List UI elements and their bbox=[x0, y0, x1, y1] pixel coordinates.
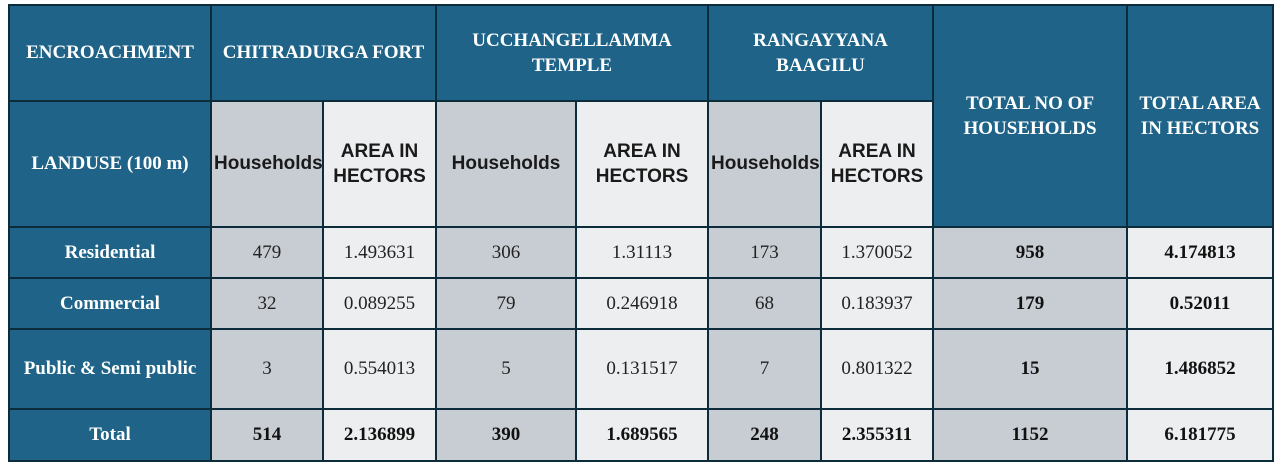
cell-area: 1.370052 bbox=[819, 226, 935, 279]
table-row-commercial: Commercial 32 0.089255 79 0.246918 68 0.… bbox=[8, 277, 1275, 330]
header-row-measures: LANDUSE (100 m) Households AREA IN HECTO… bbox=[8, 100, 1273, 228]
row-label: Public & Semi public bbox=[8, 328, 212, 410]
landuse-header: LANDUSE (100 m) bbox=[8, 100, 212, 228]
households-subheader-ucchangellamma: Households bbox=[435, 100, 577, 228]
cell-households: 248 bbox=[707, 408, 822, 462]
total-households-header: TOTAL NO OF HOUSEHOLDS bbox=[932, 4, 1129, 228]
cell-total-households: 1152 bbox=[932, 408, 1129, 462]
cell-area: 0.246918 bbox=[575, 277, 709, 330]
table-row-total: Total 514 2.136899 390 1.689565 248 2.35… bbox=[8, 408, 1275, 462]
cell-area: 0.554013 bbox=[322, 328, 437, 410]
row-label: Commercial bbox=[8, 277, 212, 330]
row-label: Residential bbox=[8, 226, 212, 279]
cell-households: 479 bbox=[210, 226, 324, 279]
area-subheader-rangayyana: AREA IN HECTORS bbox=[819, 100, 935, 228]
cell-households: 306 bbox=[435, 226, 577, 279]
cell-households: 7 bbox=[707, 328, 822, 410]
cell-total-area: 1.486852 bbox=[1126, 328, 1275, 410]
cell-households: 79 bbox=[435, 277, 577, 330]
cell-households: 68 bbox=[707, 277, 822, 330]
table-row-residential: Residential 479 1.493631 306 1.31113 173… bbox=[8, 226, 1275, 279]
cell-area: 0.131517 bbox=[575, 328, 709, 410]
cell-total-area: 6.181775 bbox=[1126, 408, 1275, 462]
landuse-encroachment-table: ENCROACHMENT CHITRADURGA FORT UCCHANGELL… bbox=[8, 4, 1275, 462]
cell-area: 0.183937 bbox=[819, 277, 935, 330]
area-subheader-chitradurga: AREA IN HECTORS bbox=[322, 100, 437, 228]
cell-households: 3 bbox=[210, 328, 324, 410]
cell-total-households: 179 bbox=[932, 277, 1129, 330]
cell-area: 2.355311 bbox=[819, 408, 935, 462]
site-header-chitradurga-fort: CHITRADURGA FORT bbox=[210, 4, 437, 102]
header-row-sites: ENCROACHMENT CHITRADURGA FORT UCCHANGELL… bbox=[8, 4, 1275, 228]
total-area-header: TOTAL AREA IN HECTORS bbox=[1126, 4, 1275, 228]
site-header-ucchangellamma-temple: UCCHANGELLAMMA TEMPLE bbox=[435, 4, 709, 102]
cell-households: 390 bbox=[435, 408, 577, 462]
encroachment-header: ENCROACHMENT bbox=[8, 4, 212, 102]
site-header-rangayyana-baagilu: RANGAYYANA BAAGILU bbox=[706, 4, 935, 102]
cell-area: 0.801322 bbox=[819, 328, 935, 410]
area-subheader-ucchangellamma: AREA IN HECTORS bbox=[575, 100, 709, 228]
cell-total-households: 15 bbox=[932, 328, 1129, 410]
cell-area: 2.136899 bbox=[322, 408, 437, 462]
cell-area: 1.31113 bbox=[575, 226, 709, 279]
cell-total-area: 4.174813 bbox=[1126, 226, 1275, 279]
cell-households: 32 bbox=[210, 277, 324, 330]
cell-households: 5 bbox=[435, 328, 577, 410]
table-row-public-semi-public: Public & Semi public 3 0.554013 5 0.1315… bbox=[8, 328, 1275, 410]
cell-total-households: 958 bbox=[932, 226, 1129, 279]
cell-area: 1.493631 bbox=[322, 226, 437, 279]
cell-households: 514 bbox=[210, 408, 324, 462]
row-label: Total bbox=[8, 408, 212, 462]
cell-total-area: 0.52011 bbox=[1126, 277, 1275, 330]
cell-area: 0.089255 bbox=[322, 277, 437, 330]
households-subheader-rangayyana: Households bbox=[707, 100, 822, 228]
households-subheader-chitradurga: Households bbox=[210, 100, 324, 228]
cell-households: 173 bbox=[707, 226, 822, 279]
cell-area: 1.689565 bbox=[575, 408, 709, 462]
